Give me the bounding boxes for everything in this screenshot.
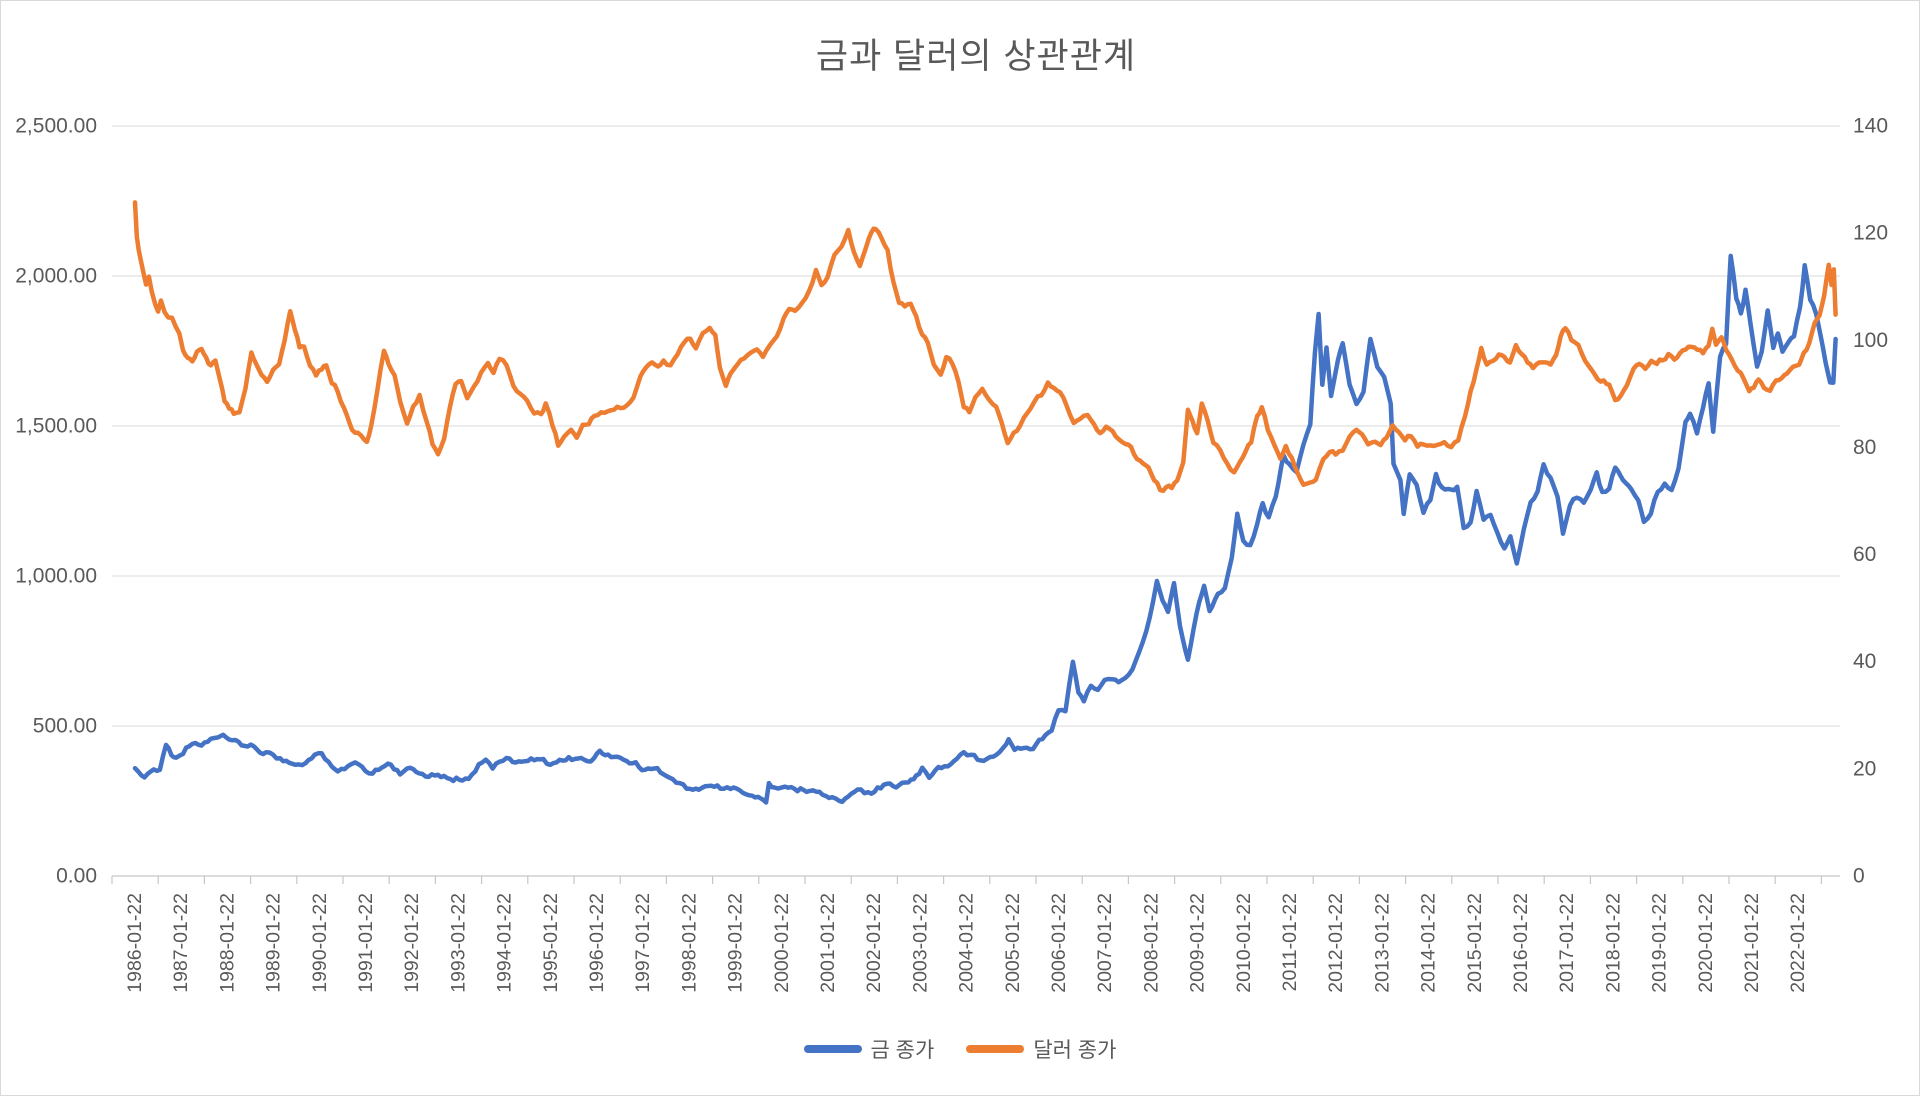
x-axis-tick-label: 2007-01-22 — [1094, 893, 1116, 993]
right-axis-tick-label: 60 — [1853, 543, 1876, 566]
left-axis-labels: 0.00 500.00 1,000.00 1,500.00 2,000.00 2,500.… — [15, 115, 97, 888]
legend-label-dollar: 달러 종가 — [1033, 1039, 1117, 1062]
x-axis-tick-label: 2003-01-22 — [909, 893, 931, 993]
x-axis-tick-label: 1990-01-22 — [309, 893, 331, 993]
x-axis-tick-label: 1996-01-22 — [586, 893, 608, 993]
left-axis-tick-label: 1,500.00 — [15, 415, 97, 438]
legend-item-gold: 금 종가 — [803, 1034, 935, 1064]
x-axis-tick-label: 2021-01-22 — [1741, 893, 1763, 993]
right-axis-tick-label: 120 — [1853, 222, 1888, 245]
x-axis-tick-label: 2004-01-22 — [956, 893, 978, 993]
left-axis-tick-label: 0.00 — [56, 865, 97, 888]
x-axis-tick-label: 1989-01-22 — [263, 893, 285, 993]
right-axis-tick-label: 100 — [1853, 329, 1888, 352]
left-axis-tick-label: 2,500.00 — [15, 115, 97, 138]
x-axis-tick-label: 2001-01-22 — [817, 893, 839, 993]
x-axis-tick-label: 1998-01-22 — [678, 893, 700, 993]
x-axis-tick-label: 1999-01-22 — [725, 893, 747, 993]
x-axis-tick-label: 1994-01-22 — [494, 893, 516, 993]
x-axis-tick-label: 1987-01-22 — [170, 893, 192, 993]
chart-legend: 금 종가 달러 종가 — [0, 1034, 1920, 1064]
x-axis-tick-label: 2010-01-22 — [1233, 893, 1255, 993]
x-axis-tick-label: 2022-01-22 — [1787, 893, 1809, 993]
x-axis-labels: 1986-01-22 1987-01-22 1988-01-22 1989-01-22… — [124, 893, 1809, 993]
x-axis-tick-label: 2006-01-22 — [1048, 893, 1070, 993]
x-axis-tick-label: 2014-01-22 — [1418, 893, 1440, 993]
x-axis-tick-label: 2009-01-22 — [1187, 893, 1209, 993]
x-axis-tick-label: 2011-01-22 — [1279, 893, 1301, 991]
x-axis-tick-label: 2000-01-22 — [771, 893, 793, 993]
chart-title: 금과 달러의 상관관계 — [815, 37, 1137, 76]
x-axis-tick-label: 2020-01-22 — [1695, 893, 1717, 993]
x-axis-tick-label: 2012-01-22 — [1325, 893, 1347, 993]
x-axis-tick-label: 1992-01-22 — [401, 893, 423, 993]
left-axis-tick-label: 500.00 — [33, 715, 97, 738]
x-axis-tick-label: 1995-01-22 — [540, 893, 562, 993]
left-axis-tick-label: 2,000.00 — [15, 265, 97, 288]
x-axis-tick-label: 2008-01-22 — [1140, 893, 1162, 993]
x-axis-tick-label: 1997-01-22 — [632, 893, 654, 993]
x-axis-tick-label: 2005-01-22 — [1002, 893, 1024, 993]
left-axis-tick-label: 1,000.00 — [15, 565, 97, 588]
series-gold-line — [132, 253, 1838, 805]
x-axis-tick-label: 2013-01-22 — [1371, 893, 1393, 993]
x-axis-tick-label: 2018-01-22 — [1602, 893, 1624, 993]
x-axis-tick-label: 2016-01-22 — [1510, 893, 1532, 993]
gold-line-swatch-icon — [803, 1045, 862, 1053]
legend-label-gold: 금 종가 — [870, 1039, 935, 1062]
x-axis — [111, 875, 1840, 884]
right-axis-tick-label: 0 — [1853, 865, 1865, 888]
series-dollar-line — [132, 200, 1838, 494]
gridlines — [112, 125, 1840, 727]
x-axis-tick-label: 2019-01-22 — [1649, 893, 1671, 993]
right-axis-labels: 0 20 40 60 80 100 120 140 — [1853, 115, 1888, 888]
x-axis-tick-label: 2017-01-22 — [1556, 893, 1578, 993]
x-axis-tick-label: 1988-01-22 — [216, 893, 238, 993]
right-axis-tick-label: 20 — [1853, 757, 1876, 780]
dollar-line-swatch-icon — [966, 1045, 1025, 1053]
x-axis-tick-label: 2002-01-22 — [863, 893, 885, 993]
right-axis-tick-label: 80 — [1853, 436, 1876, 459]
x-axis-tick-label: 1991-01-22 — [355, 893, 377, 993]
x-axis-tick-label: 2015-01-22 — [1464, 893, 1486, 993]
x-axis-tick-label: 1986-01-22 — [124, 893, 146, 993]
x-axis-tick-label: 1993-01-22 — [447, 893, 469, 993]
legend-item-dollar: 달러 종가 — [966, 1034, 1116, 1064]
right-axis-tick-label: 40 — [1853, 650, 1876, 673]
right-axis-tick-label: 140 — [1853, 115, 1888, 138]
